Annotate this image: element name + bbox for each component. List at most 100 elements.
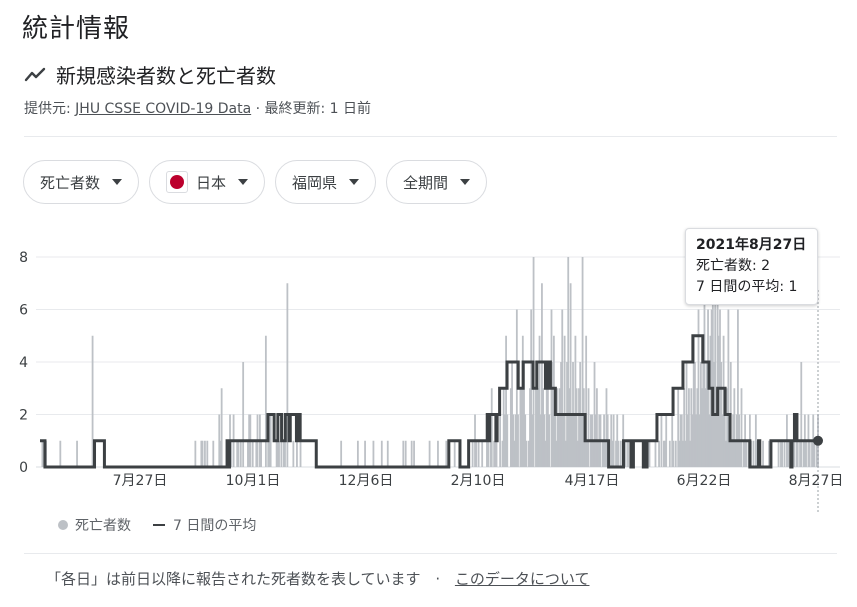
daily-deaths-bar: [684, 440, 687, 467]
cursor-point: [813, 435, 823, 446]
region-dropdown[interactable]: 福岡県: [275, 160, 377, 204]
country-dropdown[interactable]: 日本: [149, 160, 266, 204]
x-tick-label: 4月17日: [565, 473, 620, 489]
daily-deaths-bar: [260, 440, 262, 467]
trending-icon: [24, 67, 46, 81]
daily-deaths-bar: [662, 440, 665, 467]
daily-deaths-bar: [715, 388, 718, 467]
daily-deaths-bar: [413, 440, 415, 467]
daily-deaths-bar: [204, 440, 206, 467]
daily-deaths-bar: [475, 440, 478, 467]
daily-deaths-bar: [555, 440, 558, 467]
daily-deaths-bar: [610, 414, 613, 467]
daily-deaths-bar: [563, 335, 566, 467]
daily-deaths-bar: [520, 388, 523, 467]
chart-title: 新規感染者数と死亡者数: [56, 64, 276, 88]
daily-deaths-bar: [519, 388, 522, 467]
daily-deaths-bar: [562, 414, 565, 467]
daily-deaths-bar: [556, 388, 559, 467]
daily-deaths-bar: [754, 414, 757, 467]
daily-deaths-bar: [660, 414, 663, 467]
daily-deaths-bar: [574, 335, 577, 467]
daily-deaths-bar: [437, 440, 439, 467]
daily-deaths-bar: [527, 440, 530, 467]
daily-deaths-bar: [194, 440, 197, 467]
daily-deaths-bar: [499, 414, 502, 467]
daily-deaths-bar: [648, 440, 651, 467]
daily-deaths-bar: [619, 440, 622, 467]
daily-deaths-bar: [537, 388, 540, 467]
tooltip-deaths: 死亡者数: 2: [696, 258, 771, 274]
daily-deaths-bar: [230, 440, 233, 467]
daily-deaths-bar: [428, 440, 431, 467]
about-data-link[interactable]: このデータについて: [454, 570, 590, 588]
daily-deaths-bar: [264, 335, 267, 467]
daily-deaths-bar: [615, 440, 617, 467]
daily-deaths-bar: [481, 440, 484, 467]
japan-flag-icon: [166, 171, 189, 193]
deaths-chart[interactable]: 0 2 4 6 8 7月27日 10月1日 12月6日 2月10日 4月17日 6月22日 8月27…: [0, 230, 857, 515]
daily-deaths-bar: [612, 414, 615, 467]
daily-deaths-bar: [561, 309, 564, 467]
daily-deaths-bar: [777, 440, 780, 467]
daily-deaths-bar: [783, 440, 786, 467]
daily-deaths-bar: [695, 414, 697, 467]
daily-deaths-bar: [762, 440, 764, 467]
daily-deaths-bar: [267, 440, 270, 467]
daily-deaths-bar: [686, 414, 689, 467]
daily-deaths-bar: [529, 388, 531, 467]
daily-deaths-bar: [601, 440, 604, 467]
daily-deaths-bar: [486, 440, 488, 467]
daily-deaths-bar: [678, 440, 681, 467]
daily-deaths-bar: [722, 335, 725, 467]
y-tick-label: 0: [19, 460, 28, 476]
daily-deaths-bar: [564, 440, 567, 467]
daily-deaths-bar: [212, 440, 215, 467]
daily-deaths-bar: [557, 414, 560, 467]
daily-deaths-bar: [296, 440, 298, 467]
daily-deaths-bar: [740, 388, 743, 467]
daily-deaths-bar: [665, 414, 668, 467]
daily-deaths-bar: [402, 440, 405, 467]
source-link[interactable]: JHU CSSE COVID-19 Data: [75, 101, 252, 117]
daily-deaths-bar: [624, 440, 627, 467]
daily-deaths-bar: [220, 388, 223, 467]
daily-deaths-bar: [800, 362, 803, 467]
daily-deaths-bar: [569, 283, 572, 467]
daily-deaths-bar: [340, 440, 343, 467]
y-axis-ticks: 0 2 4 6 8: [19, 250, 28, 476]
daily-deaths-bar: [218, 414, 221, 467]
daily-deaths-bar: [59, 440, 62, 467]
daily-deaths-bar: [523, 362, 525, 467]
daily-deaths-bar: [219, 440, 222, 467]
chart-title-row: 新規感染者数と死亡者数: [24, 60, 276, 89]
daily-deaths-bar: [493, 440, 496, 467]
avg-line-series: [40, 334, 818, 469]
daily-deaths-bar: [696, 388, 699, 467]
daily-deaths-bar: [808, 440, 811, 467]
daily-deaths-bar: [815, 440, 818, 467]
daily-deaths-bar: [201, 440, 204, 467]
daily-deaths-bar: [739, 440, 742, 467]
metric-dropdown[interactable]: 死亡者数: [23, 160, 140, 204]
daily-deaths-bar: [679, 414, 682, 467]
metric-label: 死亡者数: [40, 173, 101, 192]
daily-deaths-bar: [674, 440, 677, 467]
daily-deaths-bar: [505, 335, 507, 467]
x-tick-label: 2月10日: [451, 473, 506, 489]
daily-deaths-bar: [356, 440, 359, 467]
period-dropdown[interactable]: 全期間: [386, 160, 488, 204]
daily-deaths-bar: [242, 362, 245, 467]
x-axis-ticks: 7月27日 10月1日 12月6日 2月10日 4月17日 6月22日 8月27日: [113, 473, 844, 489]
tooltip-date: 2021年8月27日: [696, 237, 807, 253]
daily-deaths-bar: [206, 440, 209, 467]
daily-deaths-bar: [511, 362, 513, 467]
daily-deaths-bar: [538, 335, 541, 467]
daily-deaths-bar: [627, 440, 629, 467]
daily-deaths-bar: [200, 440, 203, 467]
legend-avg: 7 日間の平均: [173, 518, 257, 534]
daily-deaths-bar: [567, 257, 570, 467]
daily-deaths-bar: [720, 362, 723, 467]
daily-deaths-bar: [284, 440, 286, 467]
daily-deaths-bar: [668, 440, 671, 467]
